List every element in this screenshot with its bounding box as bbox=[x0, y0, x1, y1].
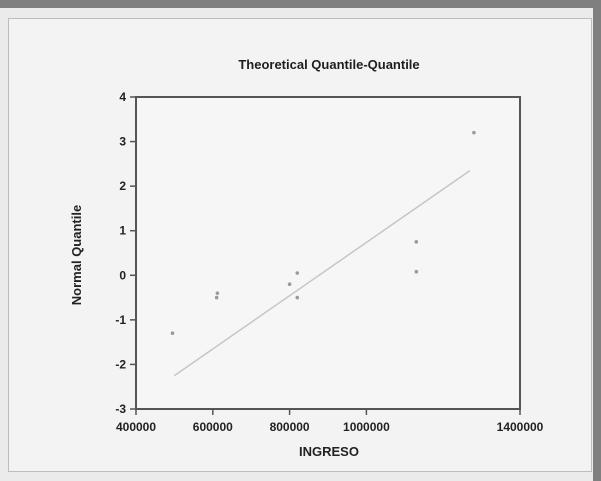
qq-plot: Theoretical Quantile-Quantile -3 -2 -1 0 1 2 3… bbox=[69, 57, 544, 459]
data-point bbox=[472, 130, 476, 135]
chart-panel: Theoretical Quantile-Quantile -3 -2 -1 0 1 2 3… bbox=[8, 18, 592, 472]
data-point bbox=[214, 295, 219, 300]
data-point bbox=[295, 295, 300, 300]
y-tick-label: 0 bbox=[119, 268, 126, 282]
data-point bbox=[287, 282, 292, 287]
y-tick-label: -2 bbox=[115, 357, 126, 371]
x-tick-label: 1400000 bbox=[497, 420, 544, 434]
y-axis: -3 -2 -1 0 1 2 3 4 bbox=[115, 90, 136, 416]
x-axis: 400000 600000 800000 1000000 1400000 bbox=[116, 409, 544, 434]
y-tick-label: 2 bbox=[119, 179, 126, 193]
y-axis-label: Normal Quantile bbox=[69, 205, 84, 305]
data-points bbox=[170, 130, 476, 336]
y-tick-label: -3 bbox=[115, 402, 126, 416]
data-point bbox=[170, 331, 175, 336]
data-point bbox=[295, 271, 300, 275]
chart-title: Theoretical Quantile-Quantile bbox=[238, 57, 419, 72]
y-tick-label: 3 bbox=[119, 135, 126, 149]
y-tick-label: 4 bbox=[119, 90, 126, 104]
y-tick-label: -1 bbox=[115, 313, 126, 327]
data-point bbox=[215, 291, 220, 295]
x-tick-label: 400000 bbox=[116, 420, 156, 434]
x-tick-label: 800000 bbox=[270, 420, 310, 434]
x-axis-label: INGRESO bbox=[299, 444, 359, 459]
x-tick-label: 1000000 bbox=[343, 420, 390, 434]
data-point bbox=[414, 240, 419, 244]
y-tick-label: 1 bbox=[119, 224, 126, 238]
reference-line bbox=[173, 169, 471, 377]
x-tick-label: 600000 bbox=[193, 420, 233, 434]
data-point bbox=[414, 269, 419, 274]
